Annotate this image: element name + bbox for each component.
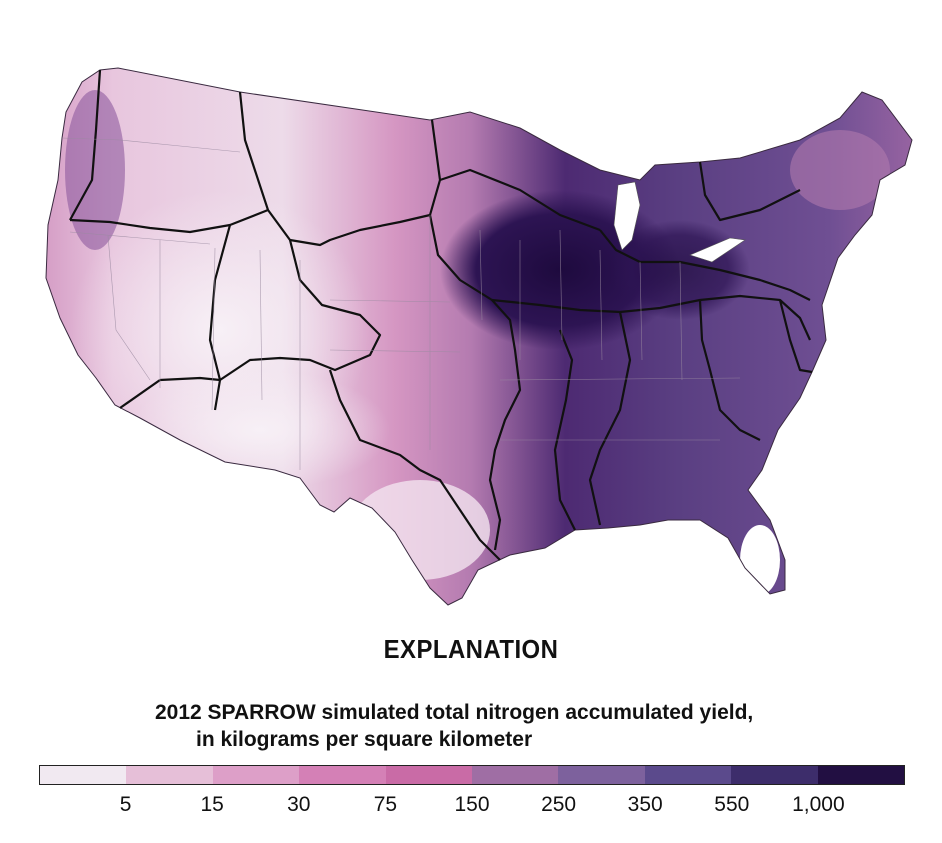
legend-swatch-6 — [558, 766, 645, 784]
legend-tick-label: 1,000 — [792, 793, 845, 816]
legend-swatch-3 — [299, 766, 386, 784]
legend-swatch-9 — [817, 766, 905, 784]
legend-tick-label: 30 — [287, 793, 311, 816]
nitrogen-yield-map — [45, 67, 913, 606]
legend-swatch-4 — [385, 766, 473, 784]
legend-tick-label: 150 — [454, 793, 490, 816]
legend-tick-label: 350 — [627, 793, 663, 816]
legend-tick-label: 5 — [119, 793, 132, 816]
legend-title-line1: 2012 SPARROW simulated total nitrogen ac… — [155, 701, 754, 724]
legend-tick-label: 75 — [373, 793, 398, 816]
legend-swatch-7 — [644, 766, 732, 784]
legend-swatch-5 — [472, 766, 559, 784]
legend-swatch-8 — [731, 766, 818, 784]
legend-swatch-1 — [126, 766, 213, 784]
legend-swatch-2 — [212, 766, 300, 784]
lake-erie — [689, 237, 746, 263]
legend-tick-label: 15 — [200, 793, 224, 816]
explanation-title: EXPLANATION — [383, 634, 559, 664]
region-boundaries — [69, 69, 813, 561]
state-lines — [61, 137, 741, 470]
legend-swatch-0 — [40, 766, 127, 784]
legend-title-line2: in kilograms per square kilometer — [196, 728, 533, 751]
lake-michigan — [613, 181, 641, 251]
legend-tick-label: 250 — [541, 793, 577, 816]
legend-tick-label: 550 — [714, 793, 750, 816]
legend-color-bar — [39, 765, 905, 785]
